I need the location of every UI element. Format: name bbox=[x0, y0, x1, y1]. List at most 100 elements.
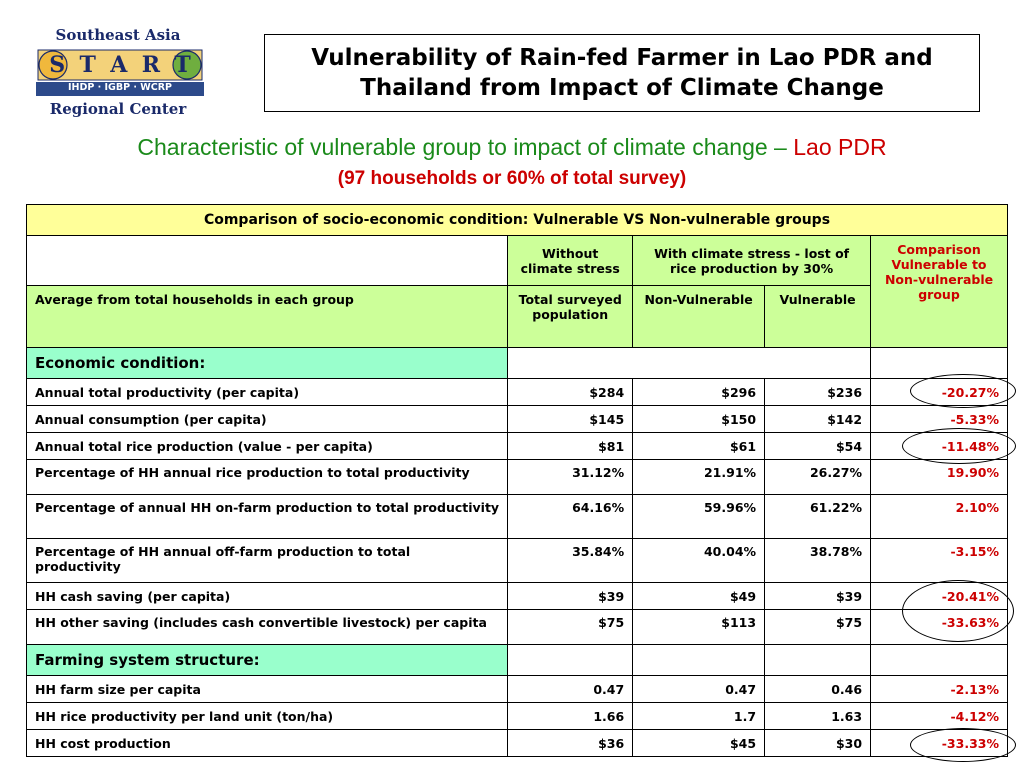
logo-letter: R bbox=[141, 52, 160, 78]
cell-vulnerable: 61.22% bbox=[764, 494, 872, 539]
cell-total: 64.16% bbox=[507, 494, 634, 539]
section-blank bbox=[764, 644, 872, 676]
title-line2: Thailand from Impact of Climate Change bbox=[360, 75, 884, 101]
table-row: Percentage of HH annual off-farm product… bbox=[25, 538, 1008, 583]
cell-comparison: -20.41% bbox=[870, 582, 1008, 610]
row-label: Annual consumption (per capita) bbox=[25, 405, 509, 433]
logo-line1: Southeast Asia bbox=[55, 26, 181, 44]
logo-letter: T bbox=[79, 52, 96, 78]
row-label: Percentage of annual HH on-farm producti… bbox=[25, 494, 509, 539]
cell-total: $75 bbox=[507, 609, 634, 645]
cell-non-vulnerable: 1.7 bbox=[632, 702, 766, 730]
row-label: Annual total productivity (per capita) bbox=[25, 378, 509, 406]
header-total-population: Total surveyed population bbox=[507, 285, 634, 348]
cell-total: $145 bbox=[507, 405, 634, 433]
table-row: Percentage of HH annual rice production … bbox=[25, 459, 1008, 495]
table-row: Annual total productivity (per capita) $… bbox=[25, 378, 1008, 406]
cell-non-vulnerable: $61 bbox=[632, 432, 766, 460]
cell-comparison: -4.12% bbox=[870, 702, 1008, 730]
cell-total: 31.12% bbox=[507, 459, 634, 495]
row-label: HH cash saving (per capita) bbox=[25, 582, 509, 610]
header-with-stress: With climate stress - lost of rice produ… bbox=[632, 235, 872, 286]
logo-globe-icon bbox=[36, 49, 204, 96]
cell-non-vulnerable: $296 bbox=[632, 378, 766, 406]
logo-line4: Regional Center bbox=[49, 100, 187, 118]
cell-comparison: -33.63% bbox=[870, 609, 1008, 645]
cell-comparison: -5.33% bbox=[870, 405, 1008, 433]
row-label: Annual total rice production (value - pe… bbox=[25, 432, 509, 460]
header-empty-cell bbox=[25, 235, 509, 286]
cell-total: $284 bbox=[507, 378, 634, 406]
table-row: HH cash saving (per capita) $39 $49 $39 … bbox=[25, 582, 1008, 610]
cell-vulnerable: $54 bbox=[764, 432, 872, 460]
cell-comparison: 2.10% bbox=[870, 494, 1008, 539]
cell-non-vulnerable: $150 bbox=[632, 405, 766, 433]
cell-non-vulnerable: $45 bbox=[632, 729, 766, 757]
subtitle-survey: (97 households or 60% of total survey) bbox=[337, 168, 687, 189]
cell-non-vulnerable: 59.96% bbox=[632, 494, 766, 539]
row-label: HH farm size per capita bbox=[25, 675, 509, 703]
table-row: HH rice productivity per land unit (ton/… bbox=[25, 702, 1008, 730]
cell-non-vulnerable: $113 bbox=[632, 609, 766, 645]
cell-vulnerable: 38.78% bbox=[764, 538, 872, 583]
cell-non-vulnerable: $49 bbox=[632, 582, 766, 610]
subtitle: Characteristic of vulnerable group to im… bbox=[0, 134, 1024, 161]
cell-total: 0.47 bbox=[507, 675, 634, 703]
page-title: Vulnerability of Rain-fed Farmer in Lao … bbox=[311, 43, 933, 103]
section-blank bbox=[870, 347, 1008, 379]
logo-letter: T bbox=[174, 52, 191, 78]
cell-total: $39 bbox=[507, 582, 634, 610]
cell-vulnerable: 26.27% bbox=[764, 459, 872, 495]
table-row: Annual consumption (per capita) $145 $15… bbox=[25, 405, 1008, 433]
table-row: Annual total rice production (value - pe… bbox=[25, 432, 1008, 460]
title-line1: Vulnerability of Rain-fed Farmer in Lao … bbox=[311, 45, 933, 71]
cell-vulnerable: $236 bbox=[764, 378, 872, 406]
cell-total: 1.66 bbox=[507, 702, 634, 730]
row-label: Percentage of HH annual rice production … bbox=[25, 459, 509, 495]
subtitle-green: Characteristic of vulnerable group to im… bbox=[137, 134, 794, 160]
cell-vulnerable: $39 bbox=[764, 582, 872, 610]
header-without-stress: Without climate stress bbox=[507, 235, 634, 286]
section-blank bbox=[632, 644, 766, 676]
cell-non-vulnerable: 0.47 bbox=[632, 675, 766, 703]
cell-total: $36 bbox=[507, 729, 634, 757]
cell-non-vulnerable: 40.04% bbox=[632, 538, 766, 583]
cell-total: $81 bbox=[507, 432, 634, 460]
cell-non-vulnerable: 21.91% bbox=[632, 459, 766, 495]
row-label: HH cost production bbox=[25, 729, 509, 757]
start-logo: Southeast Asia S T A R T IHDP · IGBP · W… bbox=[32, 24, 212, 124]
cell-comparison: -20.27% bbox=[870, 378, 1008, 406]
header-comparison: Comparison Vulnerable to Non-vulnerable … bbox=[870, 235, 1008, 348]
cell-comparison: -3.15% bbox=[870, 538, 1008, 583]
table-caption: Comparison of socio-economic condition: … bbox=[26, 204, 1008, 236]
logo-letter: A bbox=[110, 52, 128, 78]
cell-comparison: -11.48% bbox=[870, 432, 1008, 460]
cell-vulnerable: $75 bbox=[764, 609, 872, 645]
row-label: HH other saving (includes cash convertib… bbox=[25, 609, 509, 645]
section-blank bbox=[507, 644, 634, 676]
section-title: Farming system structure: bbox=[25, 644, 509, 676]
section-blank bbox=[870, 644, 1008, 676]
cell-total: 35.84% bbox=[507, 538, 634, 583]
cell-vulnerable: 1.63 bbox=[764, 702, 872, 730]
comparison-table: Comparison of socio-economic condition: … bbox=[25, 204, 1008, 757]
logo-line3: IHDP · IGBP · WCRP bbox=[67, 82, 173, 93]
header-vulnerable: Vulnerable bbox=[764, 285, 872, 348]
header-average-label: Average from total households in each gr… bbox=[25, 285, 509, 348]
table-row: Percentage of annual HH on-farm producti… bbox=[25, 494, 1008, 539]
logo-letter: S bbox=[49, 52, 66, 78]
row-label: Percentage of HH annual off-farm product… bbox=[25, 538, 509, 583]
table-row: HH other saving (includes cash convertib… bbox=[25, 609, 1008, 645]
cell-vulnerable: 0.46 bbox=[764, 675, 872, 703]
subtitle-country: Lao PDR bbox=[793, 134, 887, 160]
cell-comparison: 19.90% bbox=[870, 459, 1008, 495]
section-title: Economic condition: bbox=[25, 347, 509, 379]
cell-vulnerable: $30 bbox=[764, 729, 872, 757]
table-row: HH farm size per capita 0.47 0.47 0.46 -… bbox=[25, 675, 1008, 703]
table-row: HH cost production $36 $45 $30 -33.33% bbox=[25, 729, 1008, 757]
header-non-vulnerable: Non-Vulnerable bbox=[632, 285, 766, 348]
cell-comparison: -2.13% bbox=[870, 675, 1008, 703]
section-blank bbox=[507, 347, 872, 379]
title-box: Vulnerability of Rain-fed Farmer in Lao … bbox=[264, 34, 980, 112]
cell-vulnerable: $142 bbox=[764, 405, 872, 433]
